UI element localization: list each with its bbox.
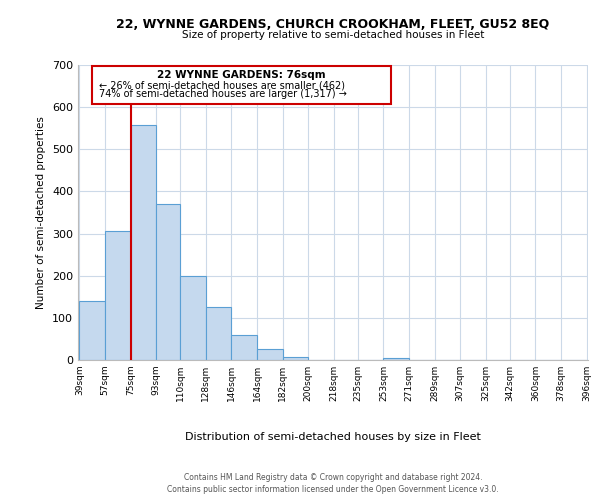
Text: Distribution of semi-detached houses by size in Fleet: Distribution of semi-detached houses by …: [185, 432, 481, 442]
Bar: [180, 276, 206, 360]
Bar: [131, 126, 156, 360]
Bar: [79, 301, 105, 360]
Text: 74% of semi-detached houses are larger (1,317) →: 74% of semi-detached houses are larger (…: [100, 88, 347, 99]
Text: ← 26% of semi-detached houses are smaller (462): ← 26% of semi-detached houses are smalle…: [100, 80, 346, 90]
Y-axis label: Number of semi-detached properties: Number of semi-detached properties: [37, 116, 46, 309]
Bar: [257, 350, 283, 360]
Text: Contains public sector information licensed under the Open Government Licence v3: Contains public sector information licen…: [167, 485, 499, 494]
Bar: [105, 232, 131, 360]
Text: 22 WYNNE GARDENS: 76sqm: 22 WYNNE GARDENS: 76sqm: [157, 70, 326, 80]
Bar: [156, 204, 180, 360]
Bar: [232, 334, 257, 360]
Text: 22, WYNNE GARDENS, CHURCH CROOKHAM, FLEET, GU52 8EQ: 22, WYNNE GARDENS, CHURCH CROOKHAM, FLEE…: [116, 18, 550, 30]
Text: Size of property relative to semi-detached houses in Fleet: Size of property relative to semi-detach…: [182, 30, 484, 40]
FancyBboxPatch shape: [92, 66, 391, 104]
Text: Contains HM Land Registry data © Crown copyright and database right 2024.: Contains HM Land Registry data © Crown c…: [184, 472, 482, 482]
Bar: [383, 358, 409, 360]
Bar: [206, 308, 232, 360]
Bar: [283, 356, 308, 360]
